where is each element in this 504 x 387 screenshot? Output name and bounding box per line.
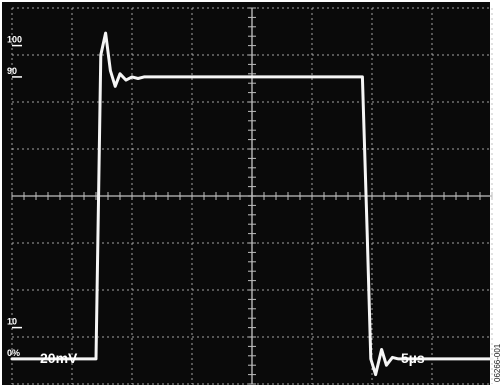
- scale-marker-label: 90: [7, 66, 17, 76]
- scale-marker-label: 100: [7, 35, 22, 45]
- graticule: [11, 7, 493, 385]
- time-per-div-label: 5µs: [401, 350, 425, 366]
- figure-id-label: 06266-001: [493, 343, 502, 382]
- screen-background: [2, 2, 490, 385]
- signal-trace: [10, 31, 494, 377]
- volts-per-div-label: 20mV: [40, 350, 78, 366]
- scale-marker-label: 10: [7, 317, 17, 327]
- scale-marker-label: 0%: [7, 348, 20, 358]
